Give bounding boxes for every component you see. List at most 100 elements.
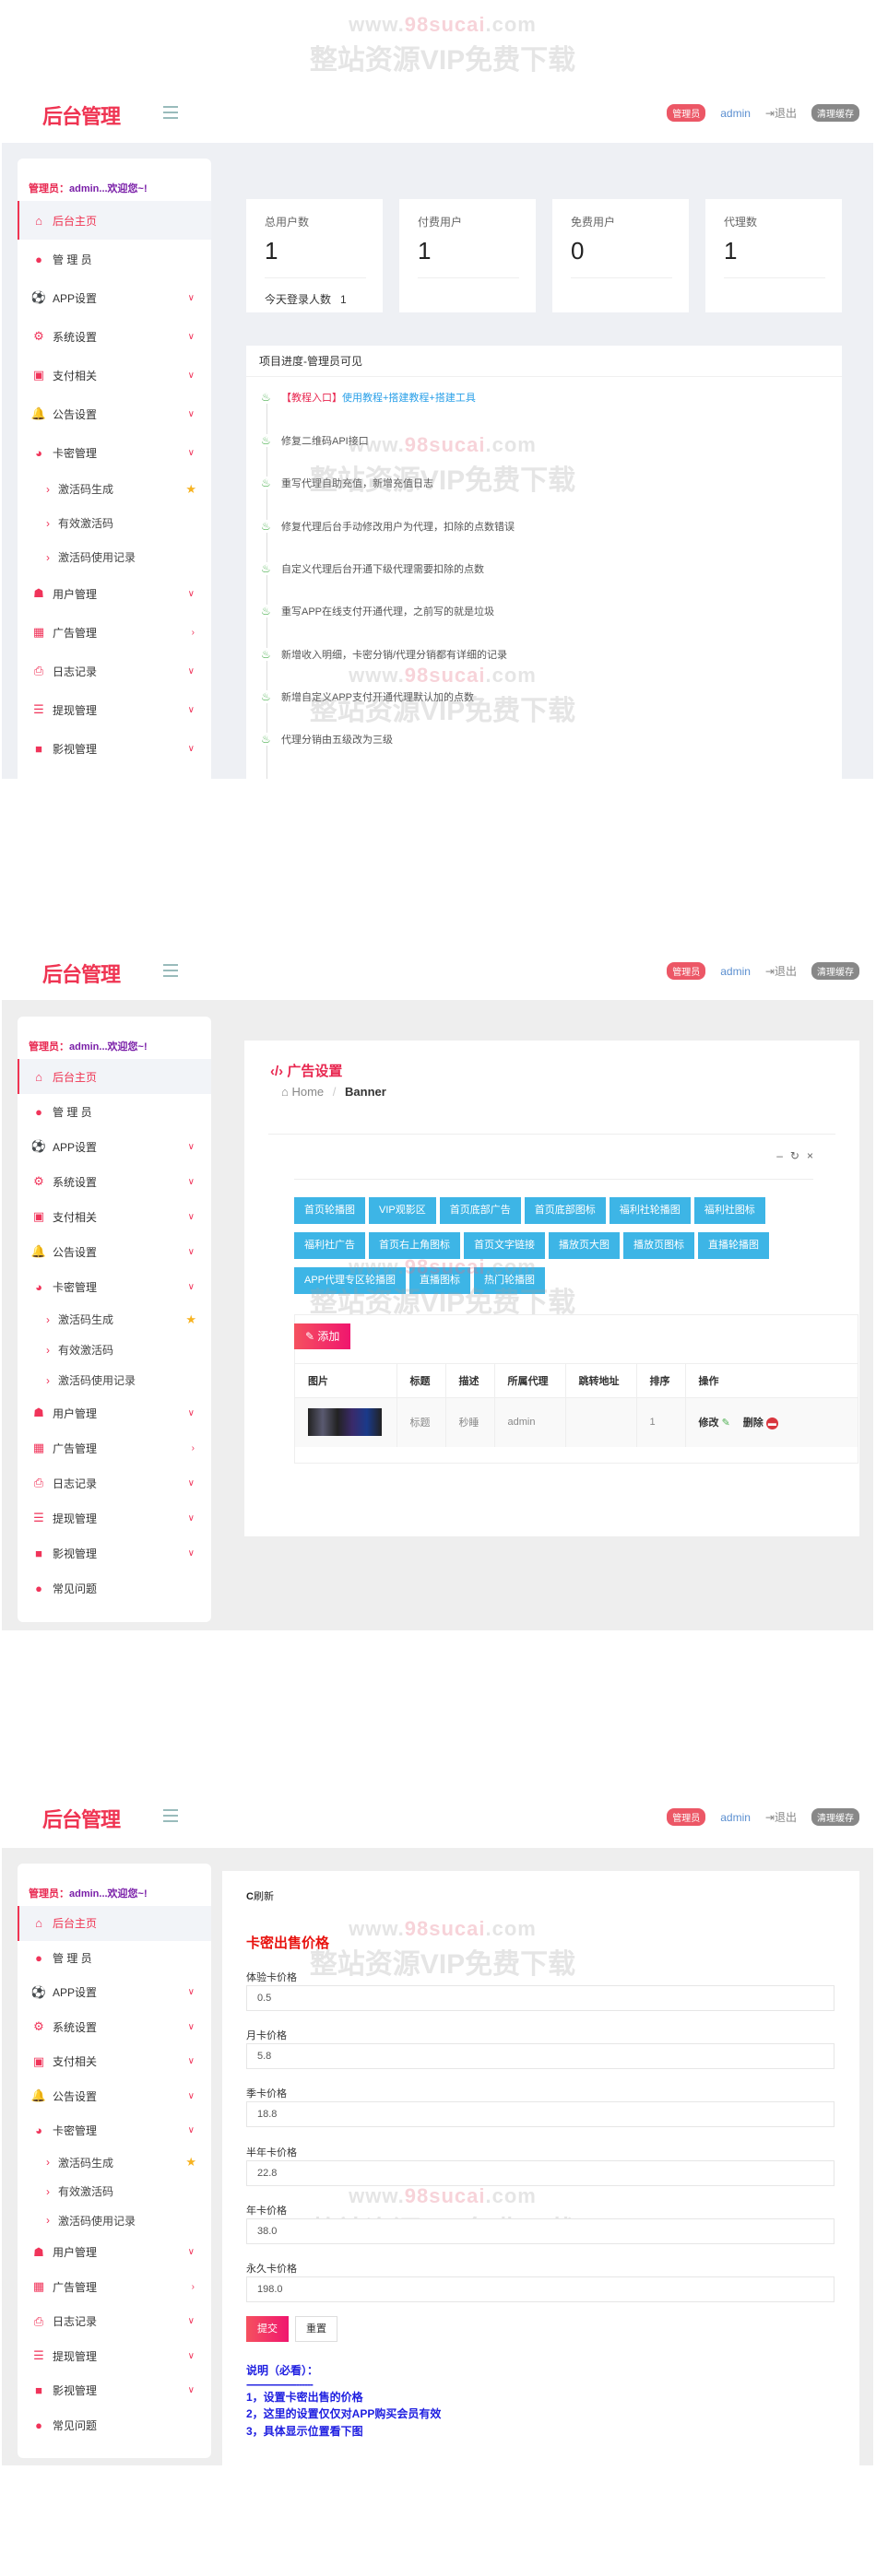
sidebar-item-3[interactable]: ⚙ 系统设置 ∨ xyxy=(18,317,211,356)
clear-cache-button[interactable]: 清理缓存 xyxy=(811,962,859,980)
user-link[interactable]: admin xyxy=(720,1810,751,1824)
clear-cache-button[interactable]: 清理缓存 xyxy=(811,104,859,122)
sidebar-item-1[interactable]: ● 管 理 员 xyxy=(18,240,211,278)
ad-category-button[interactable]: 首页底部广告 xyxy=(439,1197,521,1224)
sidebar-item-6[interactable]: ◕ 卡密管理 ∨ xyxy=(18,1269,211,1304)
sidebar-item-14[interactable]: ■ 影视管理 ∨ xyxy=(18,729,211,768)
sidebar-item-9[interactable]: › 激活码使用记录 xyxy=(18,1365,211,1395)
sidebar-item-14[interactable]: ■ 影视管理 ∨ xyxy=(18,1535,211,1570)
logout-button[interactable]: ⇥退出 xyxy=(764,1811,797,1824)
price-input[interactable]: 0.5 xyxy=(246,1985,835,2011)
ad-category-button[interactable]: 福利社轮播图 xyxy=(609,1197,691,1224)
close-icon[interactable]: × xyxy=(806,1149,813,1162)
collapse-icon[interactable]: – xyxy=(776,1149,783,1162)
sidebar-item-12[interactable]: ⎙ 日志记录 ∨ xyxy=(18,1465,211,1500)
sidebar-item-0[interactable]: ⌂ 后台主页 xyxy=(18,1906,211,1941)
ad-category-button[interactable]: VIP观影区 xyxy=(369,1197,436,1224)
refresh-icon[interactable]: ↻ xyxy=(789,1149,799,1162)
sidebar-item-6[interactable]: ◕ 卡密管理 ∨ xyxy=(18,2113,211,2148)
sidebar-item-3[interactable]: ⚙ 系统设置 ∨ xyxy=(18,2010,211,2045)
sidebar-item-3[interactable]: ⚙ 系统设置 ∨ xyxy=(18,1164,211,1199)
ad-category-button[interactable]: 播放页大图 xyxy=(549,1232,620,1259)
sidebar-item-13[interactable]: ☰ 提现管理 ∨ xyxy=(18,1500,211,1535)
sidebar-item-0[interactable]: ⌂ 后台主页 xyxy=(18,1059,211,1094)
sidebar-item-8[interactable]: › 有效激活码 xyxy=(18,2177,211,2206)
ad-category-button[interactable]: 首页轮播图 xyxy=(294,1197,365,1224)
sidebar-item-12[interactable]: ⎙ 日志记录 ∨ xyxy=(18,2304,211,2339)
ad-category-button[interactable]: 首页文字链接 xyxy=(464,1232,545,1259)
clear-cache-button[interactable]: 清理缓存 xyxy=(811,1808,859,1826)
ad-category-button[interactable]: 播放页图标 xyxy=(623,1232,694,1259)
sidebar-item-7[interactable]: › 激活码生成 ★ xyxy=(18,472,211,506)
sidebar-item-7[interactable]: › 激活码生成 ★ xyxy=(18,2148,211,2178)
ad-category-button[interactable]: 福利社图标 xyxy=(693,1197,765,1224)
sidebar-item-2[interactable]: ⚽ APP设置 ∨ xyxy=(18,1129,211,1164)
price-input[interactable]: 5.8 xyxy=(246,2043,835,2070)
sidebar-item-8[interactable]: › 有效激活码 xyxy=(18,506,211,540)
price-input[interactable]: 22.8 xyxy=(246,2159,835,2186)
logout-button[interactable]: ⇥退出 xyxy=(764,965,797,978)
sidebar-item-11[interactable]: ▦ 广告管理 › xyxy=(18,1430,211,1465)
sidebar-item-11[interactable]: ▦ 广告管理 › xyxy=(18,613,211,652)
ad-category-button[interactable]: APP代理专区轮播图 xyxy=(294,1267,407,1294)
sidebar-item-9[interactable]: › 激活码使用记录 xyxy=(18,2206,211,2236)
price-input[interactable]: 18.8 xyxy=(246,2101,835,2128)
sidebar-item-10[interactable]: ☗ 用户管理 ∨ xyxy=(18,1395,211,1430)
sidebar-item-4[interactable]: ▣ 支付相关 ∨ xyxy=(18,356,211,394)
submit-button[interactable]: 提交 xyxy=(246,2316,289,2342)
sidebar-item-11[interactable]: ▦ 广告管理 › xyxy=(18,2270,211,2305)
sidebar-item-13[interactable]: ☰ 提现管理 ∨ xyxy=(18,2339,211,2374)
sidebar-item-6[interactable]: ◕ 卡密管理 ∨ xyxy=(18,433,211,472)
sidebar-item-2[interactable]: ⚽ APP设置 ∨ xyxy=(18,1975,211,2010)
user-link[interactable]: admin xyxy=(720,964,751,978)
sidebar-item-12[interactable]: ⎙ 日志记录 ∨ xyxy=(18,652,211,690)
sidebar-item-14[interactable]: ■ 影视管理 ∨ xyxy=(18,2373,211,2408)
code-icon: ‹/› xyxy=(270,1064,284,1079)
ad-category-button[interactable]: 福利社广告 xyxy=(294,1232,365,1259)
timeline-item: ♨ 修复代理后台手动修改用户为代理，扣除的点数错误 xyxy=(261,519,515,533)
sidebar-item-8[interactable]: › 有效激活码 xyxy=(18,1335,211,1365)
flame-icon: ♨ xyxy=(261,476,274,490)
sidebar-item-4[interactable]: ▣ 支付相关 ∨ xyxy=(18,2044,211,2079)
edit-button[interactable]: 修改 ✎ xyxy=(698,1417,730,1429)
sidebar-item-5[interactable]: 🔔 公告设置 ∨ xyxy=(18,394,211,433)
delete-button[interactable]: 删除 ▬ xyxy=(742,1417,778,1430)
sidebar-item-5[interactable]: 🔔 公告设置 ∨ xyxy=(18,1234,211,1269)
sidebar-item-1[interactable]: ● 管 理 员 xyxy=(18,1094,211,1129)
content-area: 管理员：admin...欢迎您~! ⌂ 后台主页 ● 管 理 员 ⚽ APP设置 ∨ ⚙ 系统设置… xyxy=(2,1000,873,1630)
user-link[interactable]: admin xyxy=(720,106,751,120)
menu-toggle-icon[interactable] xyxy=(163,1809,178,1822)
sidebar-item-0[interactable]: ⌂ 后台主页 xyxy=(18,201,211,240)
sidebar-item-label: 系统设置 xyxy=(53,330,98,344)
menu-toggle-icon[interactable] xyxy=(163,106,178,119)
sidebar-item-label: 日志记录 xyxy=(53,2315,98,2329)
ad-category-button[interactable]: 首页底部图标 xyxy=(524,1197,606,1224)
sidebar-item-1[interactable]: ● 管 理 员 xyxy=(18,1941,211,1976)
price-input[interactable]: 198.0 xyxy=(246,2276,835,2302)
ad-category-button[interactable]: 首页右上角图标 xyxy=(369,1232,460,1259)
sidebar-item-13[interactable]: ☰ 提现管理 ∨ xyxy=(18,690,211,729)
menu-toggle-icon[interactable] xyxy=(163,964,178,977)
pricing-screen: 后台管理 管理员 admin ⇥退出 清理缓存 管理员：admin...欢迎您~… xyxy=(0,1783,876,2470)
sidebar-item-10[interactable]: ☗ 用户管理 ∨ xyxy=(18,574,211,613)
refresh-button[interactable]: C刷新 xyxy=(246,1891,274,1902)
ad-category-button[interactable]: 直播图标 xyxy=(409,1267,471,1294)
add-button[interactable]: ✎ 添加 xyxy=(294,1323,351,1349)
ad-category-button[interactable]: 热门轮播图 xyxy=(474,1267,546,1294)
ad-category-button[interactable]: 直播轮播图 xyxy=(698,1232,769,1259)
sidebar-item-5[interactable]: 🔔 公告设置 ∨ xyxy=(18,2079,211,2114)
sidebar-item-9[interactable]: › 激活码使用记录 xyxy=(18,540,211,574)
price-input[interactable]: 38.0 xyxy=(246,2217,835,2244)
sidebar-item-10[interactable]: ☗ 用户管理 ∨ xyxy=(18,2235,211,2270)
flame-icon: ♨ xyxy=(261,733,274,747)
sidebar-item-15[interactable]: ●常见问题 xyxy=(18,768,211,779)
reset-button[interactable]: 重置 xyxy=(295,2316,337,2342)
breadcrumb-home[interactable]: Home xyxy=(291,1085,325,1099)
sidebar-item-15[interactable]: ●常见问题 xyxy=(18,1570,211,1606)
sidebar-item-4[interactable]: ▣ 支付相关 ∨ xyxy=(18,1199,211,1234)
tutorial-link[interactable]: 使用教程+搭建教程+搭建工具 xyxy=(342,393,476,404)
logout-button[interactable]: ⇥退出 xyxy=(764,107,797,120)
sidebar-item-7[interactable]: › 激活码生成 ★ xyxy=(18,1304,211,1335)
sidebar-item-2[interactable]: ⚽ APP设置 ∨ xyxy=(18,278,211,317)
sidebar-item-15[interactable]: ●常见问题 xyxy=(18,2408,211,2443)
